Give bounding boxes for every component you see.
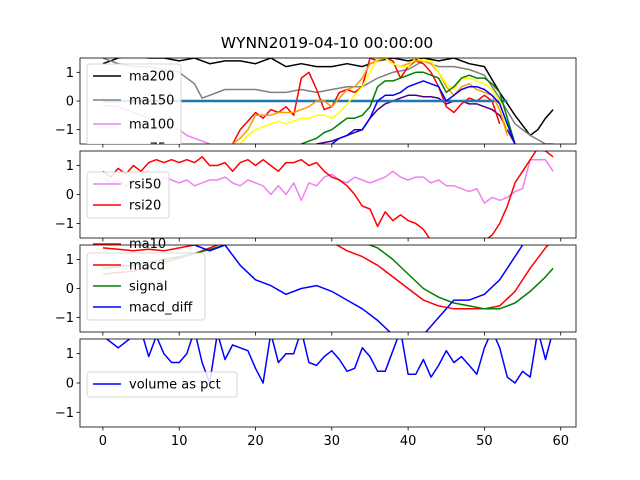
y-tick-label: 1: [66, 159, 74, 174]
panel-3-legend: macd signal macd_diff: [86, 252, 206, 321]
legend-box: [86, 371, 238, 398]
legend-box: [86, 252, 206, 321]
legend-label: ma10: [129, 237, 166, 252]
legend-label: rsi20: [129, 199, 161, 214]
legend-label: ma75: [129, 142, 166, 157]
y-tick-label: 1: [66, 347, 74, 362]
legend-label: signal: [129, 280, 167, 295]
panel-2: 1 0 −1 rsi50 rsi20: [55, 150, 577, 242]
y-tick-label: 1: [66, 66, 74, 81]
y-tick-label: −1: [55, 123, 74, 138]
legend-label: ma150: [129, 94, 174, 109]
series-line-unlabeled-3: [102, 245, 199, 252]
series-line-macd: [102, 245, 550, 310]
series-line-unlabeled-9: [331, 80, 516, 144]
y-tick-label: 0: [66, 188, 74, 203]
x-tick-label: 40: [400, 434, 417, 449]
y-tick-label: −1: [55, 406, 74, 421]
panel-2-legend: rsi50 rsi20: [86, 171, 170, 219]
series-line-ma200: [102, 58, 554, 137]
panel-3: 1 0 −1 macd signal macd_diff: [55, 244, 577, 336]
chart-panels: 10−1ma200ma150ma100ma75ma10ma1010−1rsi50…: [55, 57, 577, 449]
panel-4-series: [105, 339, 552, 384]
legend-label: volume as pct: [129, 378, 221, 393]
series-line-ma150: [102, 58, 554, 144]
legend-overflow-entry: ma10: [93, 237, 166, 252]
y-tick-label: 0: [66, 282, 74, 297]
y-tick-label: 0: [66, 95, 74, 110]
legend-label: ma200: [129, 70, 174, 85]
y-tick-label: 1: [66, 253, 74, 268]
legend-label: macd: [129, 259, 165, 274]
y-tick-label: −1: [55, 217, 74, 232]
series-line-rsi20: [102, 151, 554, 238]
chart-title: WYNN2019-04-10 00:00:00: [221, 34, 434, 52]
panel-3-series: [102, 245, 554, 332]
series-line-macd_diff: [194, 245, 524, 332]
panel-2-series: [102, 151, 554, 238]
x-tick-label: 50: [476, 434, 493, 449]
x-tick-label: 20: [247, 434, 264, 449]
y-tick-label: −1: [55, 311, 74, 326]
series-line-volume as pct: [105, 339, 552, 384]
series-line-unlabeled-8: [301, 71, 516, 144]
x-tick-label: 0: [99, 434, 107, 449]
x-tick-label: 10: [171, 434, 188, 449]
panel-1: 10−1ma200ma150ma100ma75ma10: [55, 57, 577, 157]
series-line-unlabeled-6: [232, 58, 509, 144]
x-tick-label: 60: [552, 434, 569, 449]
panel-1-legend: ma200ma150ma100ma75ma10: [86, 63, 182, 157]
legend-label: ma100: [129, 118, 174, 133]
series-line-signal: [102, 245, 554, 310]
panel-4-legend: volume as pct: [86, 371, 238, 398]
x-tick-label: 30: [324, 434, 341, 449]
legend-label: rsi50: [129, 178, 161, 193]
y-tick-label: 0: [66, 377, 74, 392]
legend-label: macd_diff: [129, 301, 193, 316]
series-line-rsi50: [102, 158, 554, 204]
